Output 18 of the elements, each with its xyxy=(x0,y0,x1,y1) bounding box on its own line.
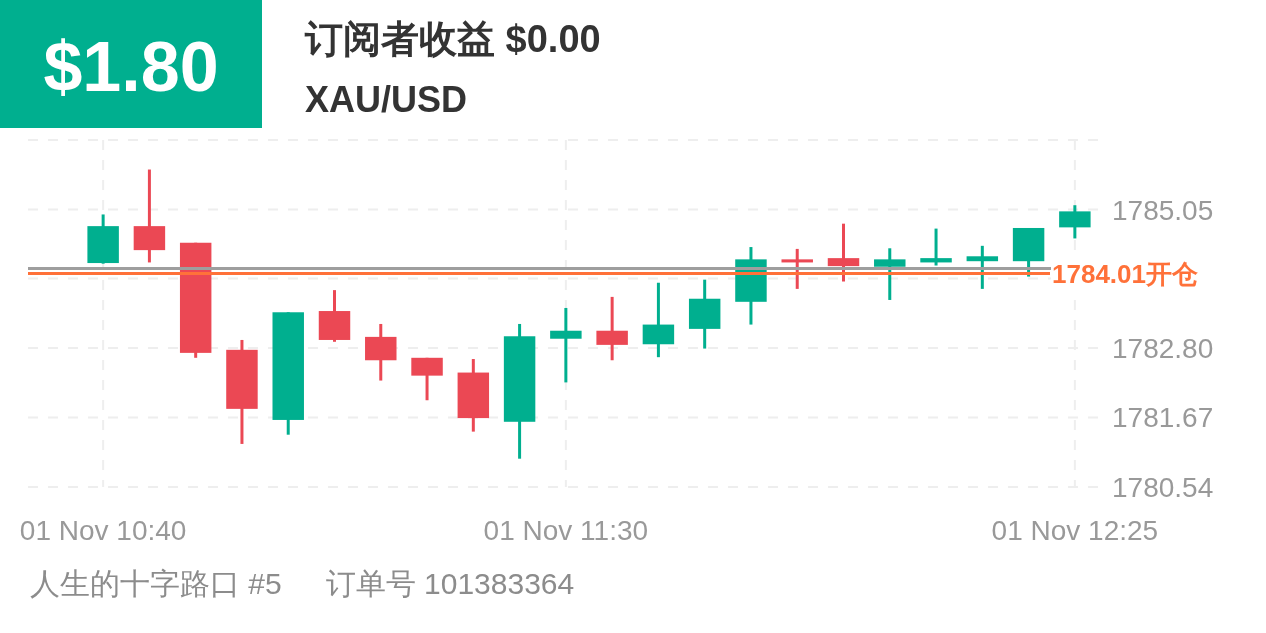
text: $1.80 xyxy=(43,28,219,106)
y-tick-label: 1782.80 xyxy=(1112,332,1214,364)
candlestick xyxy=(966,244,999,289)
y-tick-label: 1785.05 xyxy=(1112,194,1214,226)
y-tick-label: 1780.54 xyxy=(1112,472,1214,503)
candlestick xyxy=(827,223,860,282)
y-tick-label: 1781.67 xyxy=(1112,402,1214,434)
x-tick-label: 01 Nov 12:25 xyxy=(991,515,1159,546)
candlestick xyxy=(781,247,813,289)
ref-line-label: 1784.01开仓 xyxy=(1052,258,1198,289)
candlestick xyxy=(920,228,952,266)
chart-title: 订阅者收益 $0.00 xyxy=(304,18,601,60)
x-tick-label: 01 Nov 10:40 xyxy=(19,515,187,546)
text: 人生的十字路口 #5 xyxy=(30,567,282,600)
text: 订单号 101383364 xyxy=(325,567,575,600)
candlestick xyxy=(550,306,582,383)
chart-subtitle: XAU/USD xyxy=(305,79,468,120)
x-tick-label: 01 Nov 11:30 xyxy=(483,515,649,546)
